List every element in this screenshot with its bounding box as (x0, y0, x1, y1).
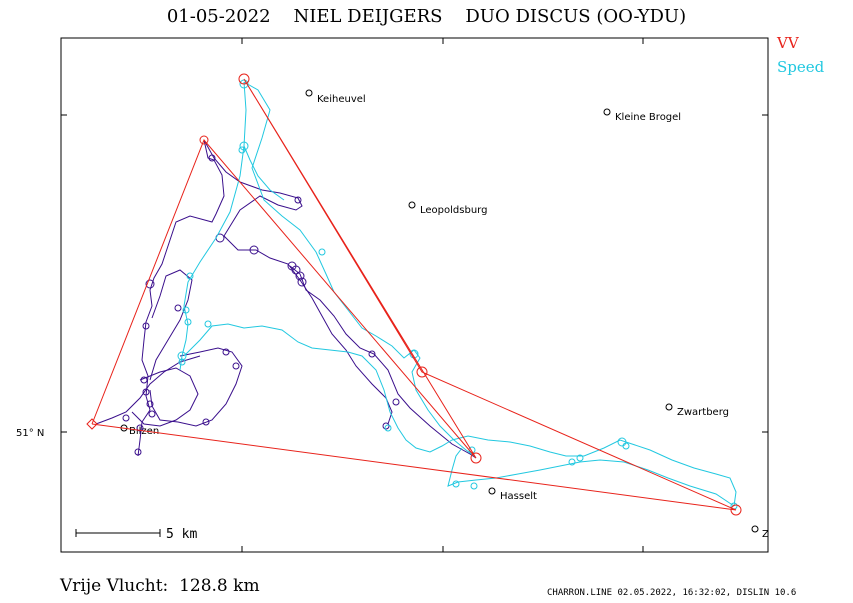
distance-summary: Vrije Vlucht: 128.8 km (60, 576, 260, 596)
footer-info: CHARRON.LINE 02.05.2022, 16:32:02, DISLI… (547, 588, 797, 598)
scale-label: 5 km (166, 527, 197, 542)
scale-bar: 5 km (75, 527, 197, 542)
town-zwartberg: Zwartberg (665, 403, 729, 418)
svg-text:Leopoldsburg: Leopoldsburg (420, 205, 487, 216)
town-kleine-brogel: Kleine Brogel (603, 108, 681, 123)
svg-text:Bilzen: Bilzen (129, 426, 159, 437)
svg-text:Kleine Brogel: Kleine Brogel (615, 112, 681, 123)
svg-text:Z: Z (762, 529, 769, 540)
svg-text:Hasselt: Hasselt (500, 491, 537, 502)
turnpoint-markers (86, 73, 742, 516)
task-lines (91, 78, 737, 511)
track-dark (95, 139, 477, 459)
track-light (179, 81, 737, 507)
svg-text:Zwartberg: Zwartberg (677, 407, 729, 418)
town-leopoldsburg: Leopoldsburg (408, 201, 487, 216)
town-z: Z (751, 525, 769, 540)
legend-item-vv: VV (777, 34, 799, 52)
thermal-circles-light (177, 79, 738, 510)
map-frame (60, 37, 769, 553)
axis-ticks (61, 38, 768, 552)
svg-text:Keiheuvel: Keiheuvel (317, 94, 366, 105)
town-hasselt: Hasselt (488, 487, 537, 502)
thermal-circles-dark (122, 154, 400, 456)
legend-item-speed: Speed (777, 58, 825, 76)
latitude-label: 51° N (16, 428, 44, 439)
town-keiheuvel: Keiheuvel (305, 89, 366, 105)
page-title: 01-05-2022 NIEL DEIJGERS DUO DISCUS (OO-… (166, 6, 687, 27)
